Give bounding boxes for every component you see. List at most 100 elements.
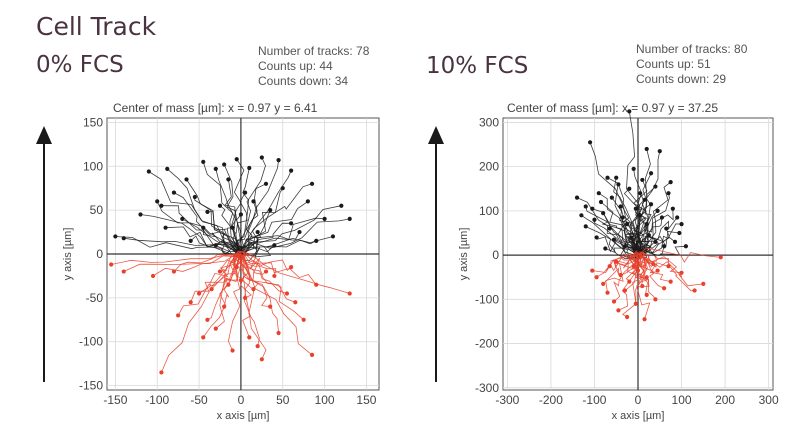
track-endpoint [113, 234, 118, 239]
track-endpoint [648, 171, 654, 176]
track-endpoint [670, 206, 675, 211]
track-line [237, 217, 325, 257]
track-endpoint [653, 239, 658, 244]
track-endpoint [683, 244, 689, 249]
track-endpoint [627, 109, 632, 114]
track-line [585, 226, 637, 260]
track-endpoint [625, 314, 630, 320]
track-endpoint [247, 165, 252, 171]
track-line [605, 252, 640, 293]
x-tick-label: -50 [190, 393, 208, 407]
track-endpoint [644, 222, 649, 227]
panel-1-direction-arrow [36, 126, 52, 382]
track-endpoint [188, 300, 193, 305]
track-line [239, 250, 350, 294]
y-tick-label: -100 [475, 292, 499, 306]
track-endpoint [268, 208, 273, 213]
track-line [237, 250, 267, 275]
track-endpoint [640, 177, 645, 183]
track-line [237, 157, 266, 254]
track-line [242, 256, 292, 272]
track-endpoint [574, 195, 580, 200]
track-line [242, 187, 284, 253]
series-counts-down [109, 249, 352, 375]
panel-2-direction-arrow [428, 126, 444, 382]
track-endpoint [263, 181, 269, 186]
track-line [240, 201, 259, 257]
track-endpoint [201, 159, 206, 164]
track-endpoint [657, 149, 662, 154]
track-line [235, 214, 245, 251]
track-line [235, 192, 248, 256]
track-line [636, 217, 678, 254]
track-line [156, 201, 240, 254]
track-endpoint [205, 317, 210, 322]
track-endpoint [222, 162, 227, 167]
track-endpoint [616, 308, 621, 313]
track-endpoint [205, 209, 210, 214]
track-endpoint [616, 182, 621, 187]
track-endpoint [165, 166, 170, 171]
x-tick-label: 150 [356, 393, 376, 407]
track-endpoint [644, 275, 649, 280]
track-endpoint [718, 255, 723, 260]
track-line [238, 231, 300, 251]
track-endpoint [625, 222, 630, 227]
track-endpoint [605, 290, 610, 295]
y-tick-label: -100 [79, 335, 103, 349]
track-endpoint [305, 199, 310, 204]
y-tick-label: -150 [79, 379, 103, 393]
track-endpoint [664, 226, 669, 231]
track-endpoint [247, 335, 252, 340]
track-endpoint [611, 299, 617, 304]
track-endpoint [155, 199, 160, 204]
track-line [237, 255, 277, 276]
track-endpoint [171, 190, 177, 195]
track-line [634, 257, 654, 268]
track-line [627, 208, 643, 258]
track-line [237, 222, 292, 253]
track-endpoint [188, 238, 193, 243]
track-endpoint [644, 292, 649, 298]
x-tick-label: 50 [276, 393, 290, 407]
x-tick-label: 100 [315, 393, 335, 407]
track-endpoint [276, 330, 281, 336]
track-line [639, 251, 682, 274]
track-endpoint [642, 317, 647, 322]
track-endpoint [146, 169, 151, 174]
track-endpoint [289, 265, 294, 270]
track-endpoint [701, 281, 706, 286]
track-endpoint [192, 194, 197, 200]
track-endpoint [272, 243, 277, 248]
track-endpoint [230, 225, 235, 230]
panel-1-center-of-mass: Center of mass [µm]: x = 0.97 y = 6.41 [113, 101, 318, 115]
track-endpoint [609, 195, 614, 200]
track-line [236, 256, 260, 347]
track-endpoint [583, 204, 588, 209]
panel-2-tracks-count: Number of tracks: 80 [636, 42, 748, 56]
track-endpoint [651, 261, 656, 267]
track-endpoint [213, 326, 218, 331]
track-endpoint [209, 286, 214, 292]
track-endpoint [692, 288, 697, 293]
series-counts-up [574, 109, 689, 263]
track-line [594, 219, 642, 257]
track-endpoint [121, 236, 126, 241]
track-endpoint [605, 175, 610, 180]
track-line [224, 179, 241, 257]
track-endpoint [672, 239, 678, 244]
track-endpoint [217, 269, 223, 274]
y-tick-label: 300 [479, 115, 499, 129]
x-axis-label: x axis [µm] [612, 410, 665, 422]
track-line [207, 211, 239, 254]
track-endpoint [679, 270, 684, 275]
x-tick-label: -150 [103, 393, 127, 407]
track-endpoint [587, 140, 593, 145]
x-axis-label: x axis [µm] [217, 410, 270, 422]
track-endpoint [594, 235, 599, 240]
track-line [219, 253, 239, 272]
track-endpoint [213, 166, 218, 171]
track-endpoint [596, 191, 601, 196]
track-endpoint [255, 344, 260, 349]
track-line [244, 254, 317, 285]
